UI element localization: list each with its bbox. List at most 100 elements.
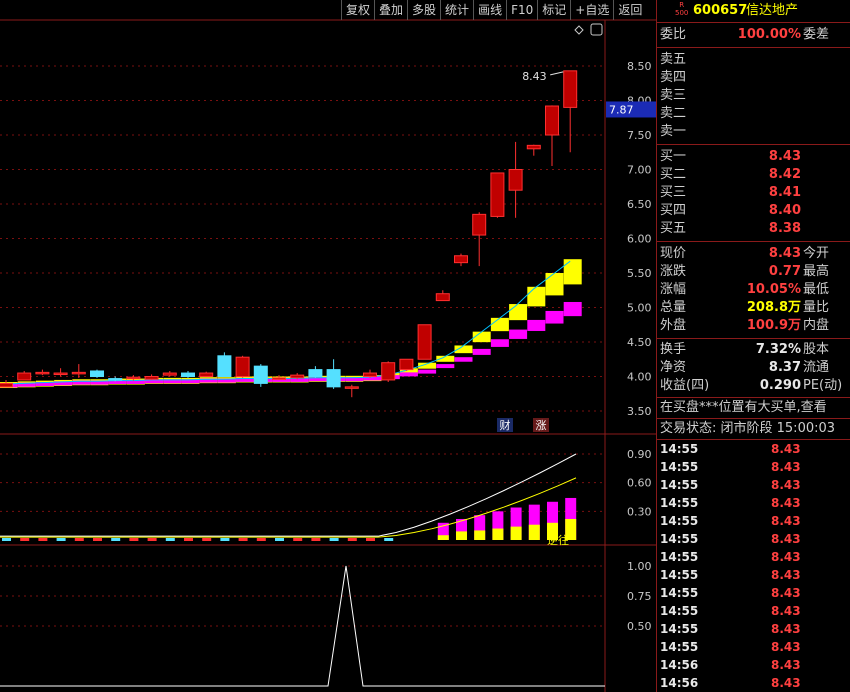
candle-down[interactable] (308, 369, 323, 378)
high-price-annotation: 8.43 (522, 70, 547, 83)
quote-label: 现价 (660, 246, 687, 261)
ind1-magenta-bar (528, 504, 540, 540)
tick-price: 8.43 (771, 514, 801, 528)
finance-badge[interactable] (497, 418, 513, 432)
tick-time: 14:55 (660, 640, 699, 654)
ind1-yellow-bar (565, 518, 577, 540)
ribbon-magenta-block (181, 379, 200, 384)
limit-up-badge[interactable] (533, 418, 549, 432)
candle-up[interactable] (35, 371, 50, 375)
ind1-base-bar (184, 538, 193, 541)
ind1-base-bar (202, 538, 212, 541)
quote-label: 涨跌 (660, 264, 687, 279)
quote-label-2: 今开 (803, 246, 830, 261)
ind1-base-bar (275, 538, 284, 541)
candle-up[interactable] (272, 377, 286, 380)
tick-row: 14:56 8.43 (657, 674, 850, 692)
ind1-base-bar (220, 538, 230, 541)
window-toggle-icon[interactable] (590, 23, 603, 36)
candle-up[interactable] (417, 324, 432, 360)
ma-line (5, 260, 571, 385)
weibi-row: 委比 100.00% 委差 (657, 23, 850, 48)
ind1-base-bar (147, 538, 157, 541)
candle-up[interactable] (144, 376, 159, 380)
fuquan-button[interactable]: 复权 (341, 0, 374, 20)
ind1-signal-label: 逆往 (547, 533, 569, 547)
multi-stock-button[interactable]: 多股 (407, 0, 440, 20)
fundamental-value: 0.290 (759, 378, 801, 393)
candle-up[interactable] (126, 376, 141, 380)
candle-up[interactable] (472, 213, 487, 236)
ind2-axis-label: 0.50 (627, 620, 652, 633)
tick-row: 14:55 8.43 (657, 584, 850, 602)
candle-down[interactable] (90, 370, 104, 378)
tick-time: 14:55 (660, 604, 699, 618)
quote-value: 208.8万 (746, 300, 801, 315)
tick-row: 14:55 8.43 (657, 638, 850, 656)
price-axis-label: 7.00 (627, 164, 652, 177)
quote-label-2: 最低 (803, 282, 830, 297)
buy-level-row: 买五 8.38 (657, 220, 850, 238)
tick-row: 14:55 8.43 (657, 512, 850, 530)
candle-down[interactable] (326, 369, 341, 388)
candle-up[interactable] (454, 255, 468, 264)
ribbon-yellow-block (418, 362, 437, 369)
candle-up[interactable] (344, 386, 359, 389)
kline-chart[interactable]: 8.508.007.507.006.506.005.505.004.504.00… (0, 0, 656, 692)
order-alert-message[interactable]: 在买盘***位置有大买单,查看 (657, 398, 850, 419)
ind1-base-bar (384, 538, 394, 541)
candle-up[interactable] (490, 172, 505, 217)
current-price-tag-text: 7.87 (609, 103, 634, 116)
tick-price: 8.43 (771, 442, 801, 456)
buy-level-price: 8.40 (768, 203, 801, 218)
diamond-icon[interactable] (574, 25, 584, 35)
buy-level-label: 买二 (660, 167, 687, 182)
ribbon-magenta-block (563, 301, 582, 317)
ind1-magenta-bar (437, 522, 449, 540)
candle-up[interactable] (71, 371, 86, 375)
candle-down[interactable] (181, 372, 195, 377)
candle-up[interactable] (162, 372, 177, 376)
candle-up[interactable] (235, 356, 250, 377)
candle-up[interactable] (381, 362, 396, 381)
candle-down[interactable] (217, 355, 232, 377)
chart-area[interactable]: 8.50 8.00 7.50 7.00 6.50 6.00 5.50 5.00 4.50 4.00… (0, 0, 656, 692)
f10-button[interactable]: F10 (506, 0, 537, 20)
tick-price: 8.43 (771, 532, 801, 546)
candle-up[interactable] (363, 372, 377, 377)
tick-row: 14:55 8.43 (657, 494, 850, 512)
quote-value: 100.9万 (746, 318, 801, 333)
candle-up[interactable] (17, 372, 32, 381)
tick-list[interactable]: 14:55 8.43 14:55 8.43 14:55 8.43 14:55 8.43 14:5… (657, 440, 850, 692)
candle-up[interactable] (508, 169, 523, 191)
draw-line-button[interactable]: 画线 (473, 0, 506, 20)
ind1-axis-label: 0.60 (627, 477, 652, 490)
tick-time: 14:55 (660, 532, 699, 546)
fundamental-value: 8.37 (768, 360, 801, 375)
tick-time: 14:56 (660, 676, 699, 690)
candle-up[interactable] (399, 358, 414, 371)
tick-time: 14:55 (660, 514, 699, 528)
back-button[interactable]: 返回 (613, 0, 646, 20)
sell-level-label: 卖四 (660, 70, 687, 85)
candle-down[interactable] (108, 378, 123, 381)
candle-up[interactable] (526, 144, 541, 150)
overlay-button[interactable]: 叠加 (374, 0, 407, 20)
ind1-yellow-bar (528, 524, 540, 540)
candle-up[interactable] (53, 372, 68, 376)
candle-up[interactable] (435, 293, 450, 302)
statistics-button[interactable]: 统计 (440, 0, 473, 20)
add-watchlist-button[interactable]: +自选 (570, 0, 613, 20)
buy-level-row: 买二 8.42 (657, 166, 850, 184)
sell-level-row: 卖三 (657, 87, 850, 105)
candle-up[interactable] (199, 372, 214, 377)
candle-up[interactable] (290, 374, 305, 379)
candle-down[interactable] (253, 365, 268, 384)
sell-level-row: 卖一 (657, 123, 850, 141)
ribbon-yellow-block (399, 368, 418, 375)
candle-up[interactable] (545, 105, 559, 136)
candle-up[interactable] (0, 382, 13, 388)
mark-button[interactable]: 标记 (537, 0, 570, 20)
quote-value: 10.05% (746, 282, 801, 297)
candle-up[interactable] (563, 70, 578, 108)
